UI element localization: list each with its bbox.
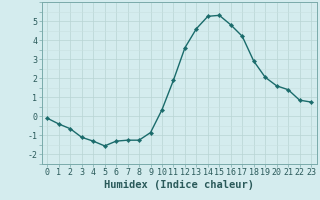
X-axis label: Humidex (Indice chaleur): Humidex (Indice chaleur): [104, 180, 254, 190]
